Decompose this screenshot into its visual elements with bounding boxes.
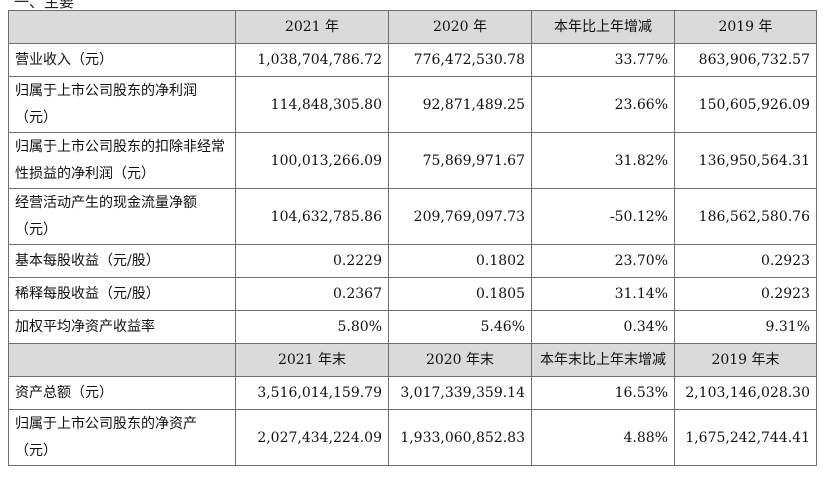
value-2019: 186,562,580.76 xyxy=(674,188,817,245)
value-2021: 5.80% xyxy=(235,310,389,344)
header-cell-change-end: 本年末比上年末增减 xyxy=(531,343,675,377)
header-row-year-end: 2021 年末 2020 年末 本年末比上年末增减 2019 年末 xyxy=(8,343,817,377)
row-label: 归属于上市公司股东的净利润（元） xyxy=(8,76,236,133)
value-2020: 776,472,530.78 xyxy=(388,43,532,77)
header-cell-2020: 2020 年 xyxy=(388,10,532,44)
value-2021: 104,632,785.86 xyxy=(235,188,389,245)
cropped-section-heading: 一、主要 xyxy=(14,0,75,11)
table-row: 加权平均净资产收益率 5.80% 5.46% 0.34% 9.31% xyxy=(8,310,817,344)
row-label: 归属于上市公司股东的扣除非经常性损益的净利润（元） xyxy=(8,132,236,189)
row-label: 基本每股收益（元/股） xyxy=(8,244,236,278)
row-label: 营业收入（元） xyxy=(8,43,236,77)
value-2020: 0.1805 xyxy=(388,277,532,311)
value-2020: 209,769,097.73 xyxy=(388,188,532,245)
value-change: 31.14% xyxy=(531,277,675,311)
value-2019: 136,950,564.31 xyxy=(674,132,817,189)
header-row-period: 2021 年 2020 年 本年比上年增减 2019 年 xyxy=(8,10,817,44)
table-row: 归属于上市公司股东的净利润（元） 114,848,305.80 92,871,4… xyxy=(8,76,817,133)
value-2019: 2,103,146,028.30 xyxy=(674,376,817,410)
row-label: 加权平均净资产收益率 xyxy=(8,310,236,344)
table-row: 归属于上市公司股东的扣除非经常性损益的净利润（元） 100,013,266.09… xyxy=(8,132,817,189)
value-2019: 9.31% xyxy=(674,310,817,344)
value-2020: 3,017,339,359.14 xyxy=(388,376,532,410)
header-cell-2021: 2021 年 xyxy=(235,10,389,44)
header-cell-2019: 2019 年 xyxy=(674,10,817,44)
table-row: 资产总额（元） 3,516,014,159.79 3,017,339,359.1… xyxy=(8,376,817,410)
table-row: 营业收入（元） 1,038,704,786.72 776,472,530.78 … xyxy=(8,43,817,77)
value-2021: 1,038,704,786.72 xyxy=(235,43,389,77)
header-cell-empty xyxy=(8,10,236,44)
header-cell-2019-end: 2019 年末 xyxy=(674,343,817,377)
value-2021: 0.2367 xyxy=(235,277,389,311)
row-label: 稀释每股收益（元/股） xyxy=(8,277,236,311)
value-change: 16.53% xyxy=(531,376,675,410)
value-change: 33.77% xyxy=(531,43,675,77)
value-2019: 1,675,242,744.41 xyxy=(674,409,817,466)
table-row: 归属于上市公司股东的净资产（元） 2,027,434,224.09 1,933,… xyxy=(8,409,817,466)
value-2021: 100,013,266.09 xyxy=(235,132,389,189)
value-2020: 92,871,489.25 xyxy=(388,76,532,133)
row-label: 经营活动产生的现金流量净额（元） xyxy=(8,188,236,245)
value-change: 23.66% xyxy=(531,76,675,133)
value-2021: 3,516,014,159.79 xyxy=(235,376,389,410)
value-2019: 0.2923 xyxy=(674,244,817,278)
value-2021: 0.2229 xyxy=(235,244,389,278)
table-row: 稀释每股收益（元/股） 0.2367 0.1805 31.14% 0.2923 xyxy=(8,277,817,311)
value-2020: 1,933,060,852.83 xyxy=(388,409,532,466)
header-cell-2020-end: 2020 年末 xyxy=(388,343,532,377)
table-row: 基本每股收益（元/股） 0.2229 0.1802 23.70% 0.2923 xyxy=(8,244,817,278)
value-change: 31.82% xyxy=(531,132,675,189)
value-2019: 0.2923 xyxy=(674,277,817,311)
value-2021: 114,848,305.80 xyxy=(235,76,389,133)
value-change: 23.70% xyxy=(531,244,675,278)
value-change: -50.12% xyxy=(531,188,675,245)
row-label: 资产总额（元） xyxy=(8,376,236,410)
financial-indicators-table: 2021 年 2020 年 本年比上年增减 2019 年 营业收入（元） 1,0… xyxy=(8,10,817,466)
value-2019: 150,605,926.09 xyxy=(674,76,817,133)
row-label: 归属于上市公司股东的净资产（元） xyxy=(8,409,236,466)
value-change: 0.34% xyxy=(531,310,675,344)
table-row: 经营活动产生的现金流量净额（元） 104,632,785.86 209,769,… xyxy=(8,188,817,245)
header-cell-empty xyxy=(8,343,236,377)
value-2020: 0.1802 xyxy=(388,244,532,278)
value-2020: 75,869,971.67 xyxy=(388,132,532,189)
value-2020: 5.46% xyxy=(388,310,532,344)
value-2019: 863,906,732.57 xyxy=(674,43,817,77)
header-cell-change: 本年比上年增减 xyxy=(531,10,675,44)
value-change: 4.88% xyxy=(531,409,675,466)
header-cell-2021-end: 2021 年末 xyxy=(235,343,389,377)
value-2021: 2,027,434,224.09 xyxy=(235,409,389,466)
